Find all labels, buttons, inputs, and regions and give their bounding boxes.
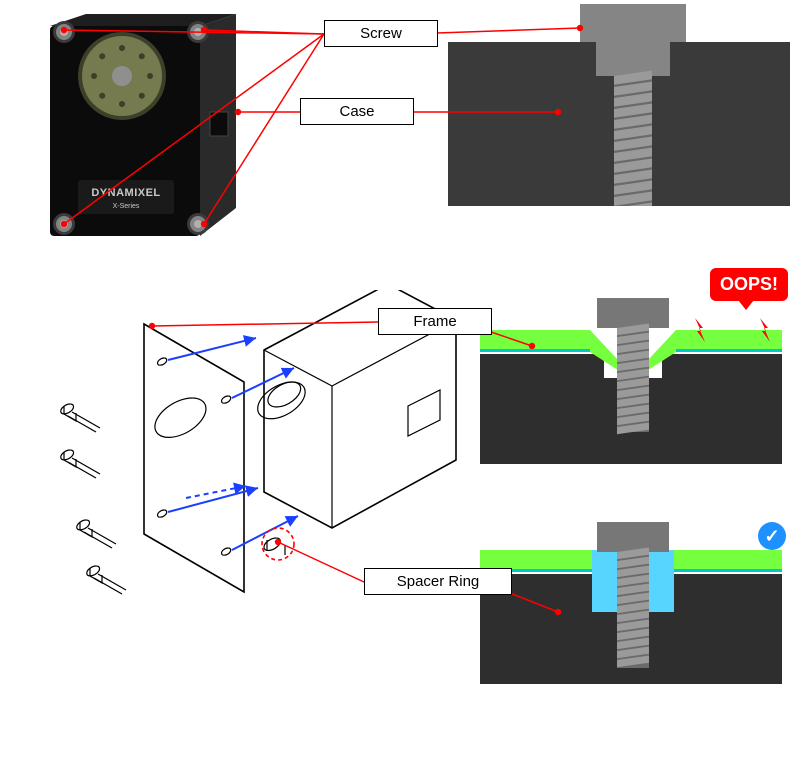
oops-badge: OOPS! (710, 268, 788, 301)
cross-section-frame-bad (480, 296, 782, 464)
cross-section-screw-case (448, 4, 790, 206)
svg-text:X-Series: X-Series (113, 203, 140, 210)
oops-badge-tail (738, 300, 754, 310)
cross-section-spacer-good (480, 516, 782, 684)
check-badge: ✓ (758, 522, 786, 550)
svg-text:DYNAMIXEL: DYNAMIXEL (91, 187, 160, 199)
label-frame: Frame (378, 308, 492, 335)
label-spacer: Spacer Ring (364, 568, 512, 595)
exploded-view (36, 290, 466, 610)
label-case: Case (300, 98, 414, 125)
label-screw: Screw (324, 20, 438, 47)
motor-render: DYNAMIXEL X-Series (40, 12, 250, 248)
